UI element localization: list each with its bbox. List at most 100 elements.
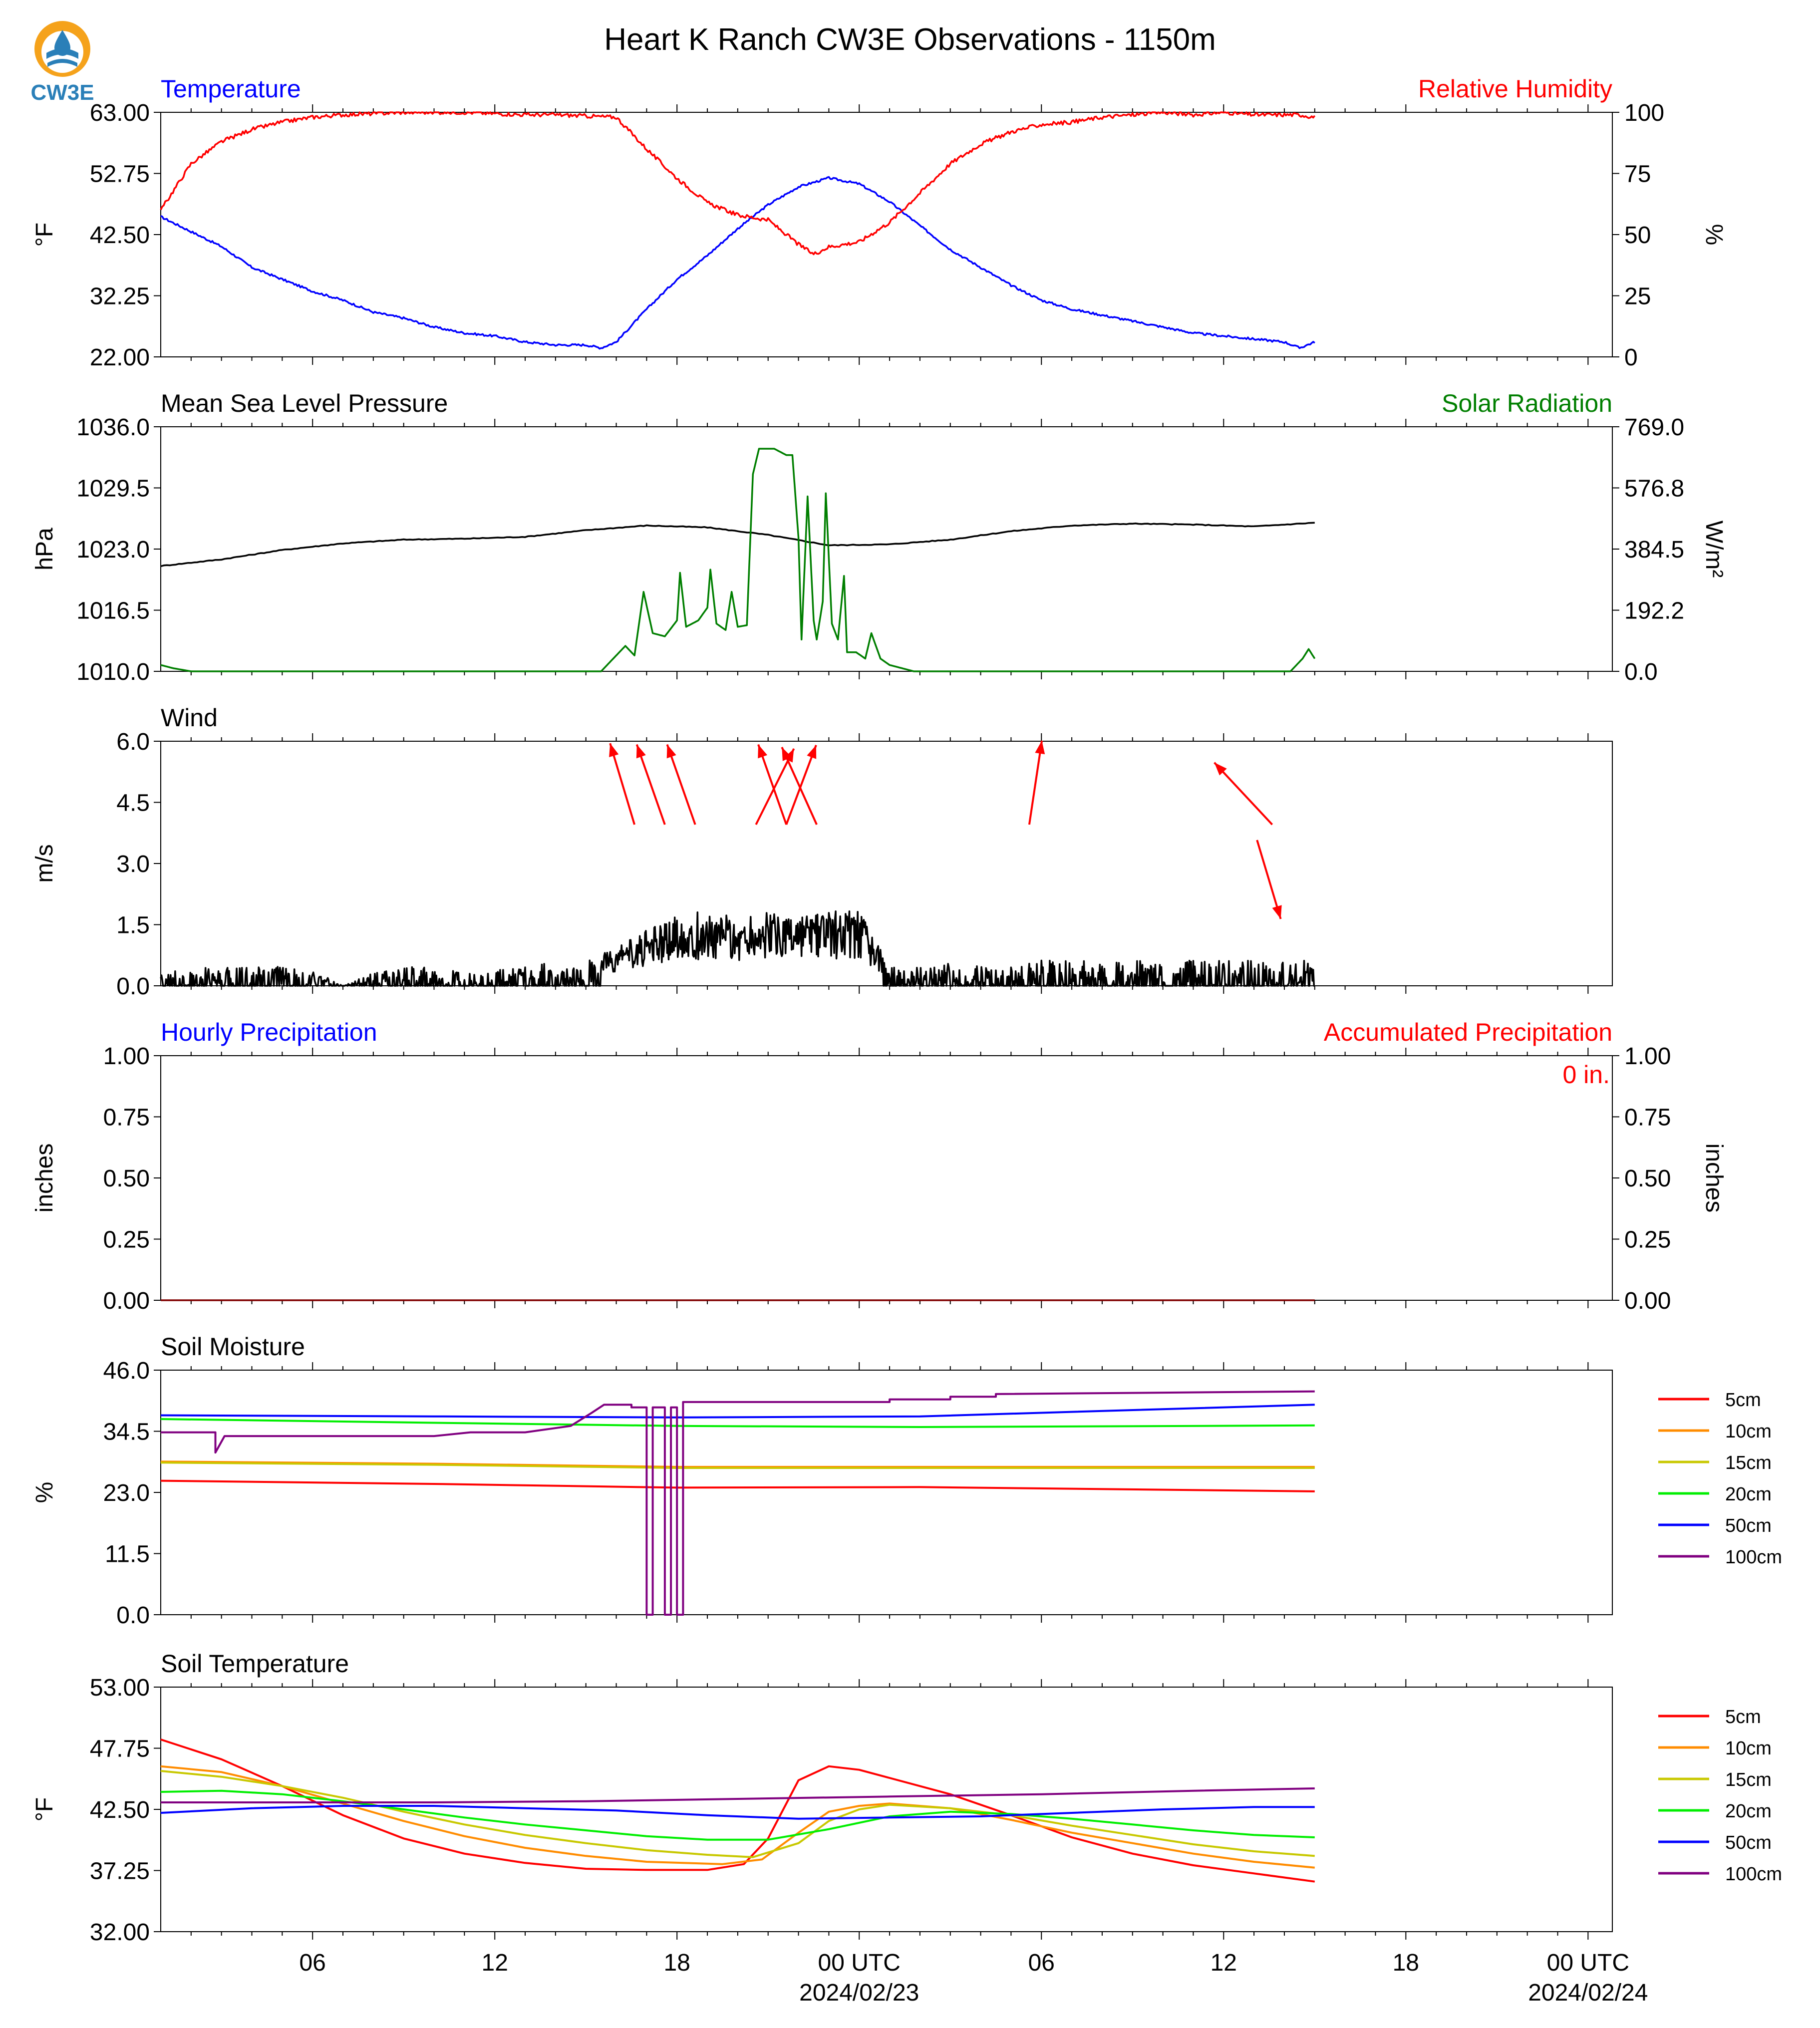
legend-label: 15cm	[1725, 1769, 1772, 1790]
ytick-right-label: 576.8	[1624, 476, 1684, 502]
panel-title-left: Temperature	[161, 75, 301, 103]
ytick-label: 1023.0	[76, 537, 150, 563]
panel-1: Temperature Relative Humidity 63.00 52.75 42…	[31, 75, 1727, 371]
ytick-right-label: 769.0	[1624, 414, 1684, 441]
xtick-label: 12	[1211, 1950, 1237, 1976]
ylabel-left: °F	[31, 1797, 58, 1822]
cw3e-logo: CW3E	[30, 21, 94, 105]
legend: 5cm 10cm 15cm 20cm 50cm 100cm	[1658, 1707, 1782, 1885]
ytick-right-label: 75	[1624, 161, 1651, 188]
ytick-right-label: 50	[1624, 222, 1651, 249]
ytick-label: 63.00	[90, 100, 150, 126]
panel-2: Mean Sea Level Pressure Solar Radiation 10…	[31, 389, 1727, 685]
ylabel-left: inches	[31, 1144, 58, 1213]
ytick-label: 3.0	[116, 851, 150, 877]
ytick-label: 1.00	[103, 1043, 150, 1070]
ylabel-left: °F	[31, 223, 58, 247]
figure-title: Heart K Ranch CW3E Observations - 1150m	[604, 22, 1216, 57]
legend-label: 20cm	[1725, 1801, 1772, 1822]
wind-arrow-head	[609, 743, 619, 757]
panel-title-left: Soil Moisture	[161, 1333, 305, 1361]
ytick-label: 34.5	[103, 1419, 150, 1446]
panel-title-right: Accumulated Precipitation	[1324, 1018, 1612, 1046]
ytick-label: 1.5	[116, 912, 150, 939]
legend-label: 100cm	[1725, 1547, 1782, 1568]
series-line-100cm	[161, 1787, 1315, 1803]
ytick-label: 42.50	[90, 222, 150, 249]
wind-arrow	[785, 745, 817, 825]
ytick-label: 0.50	[103, 1165, 150, 1192]
panel-title-left: Mean Sea Level Pressure	[161, 389, 448, 417]
panel-6: Soil Temperature 53.00 47.75 42.50 37.25 32.0…	[31, 1650, 1782, 1946]
legend-label: 5cm	[1725, 1707, 1761, 1728]
panel-title-right: Relative Humidity	[1418, 75, 1612, 103]
wind-arrow	[1213, 762, 1273, 826]
wind-arrow-head	[807, 745, 817, 759]
xtick-label: 06	[1028, 1950, 1055, 1976]
ylabel-left: m/s	[31, 844, 58, 882]
accumulated-precip-label: 0 in.	[1562, 1061, 1610, 1089]
ytick-right-label: 0.50	[1624, 1165, 1671, 1192]
wind-arrow-head	[1035, 740, 1045, 755]
legend-label: 20cm	[1725, 1484, 1772, 1505]
ytick-right-label: 100	[1624, 100, 1664, 126]
legend-label: 10cm	[1725, 1421, 1772, 1442]
ylabel-right: W/m²	[1701, 521, 1727, 578]
xtick-label: 12	[482, 1950, 508, 1976]
xtick-label: 00 UTC	[1547, 1950, 1629, 1976]
wind-arrow-head	[758, 744, 768, 759]
ytick-right-label: 0	[1624, 344, 1638, 371]
wind-arrow	[635, 744, 666, 825]
ytick-label: 47.75	[90, 1736, 150, 1762]
series-line-10cm	[160, 1765, 1315, 1869]
ylabel-left: hPa	[31, 528, 58, 571]
ylabel-left: %	[31, 1482, 58, 1503]
ytick-label: 1016.5	[76, 598, 150, 624]
series-line-50cm	[160, 1805, 1315, 1820]
ytick-label: 0.00	[103, 1288, 150, 1314]
ytick-label: 46.0	[103, 1358, 150, 1384]
ytick-label: 11.5	[105, 1541, 150, 1568]
ytick-right-label: 0.0	[1624, 659, 1658, 685]
wind-arrow-head	[1214, 762, 1227, 776]
ytick-label: 1029.5	[76, 476, 150, 502]
ytick-label: 0.25	[103, 1227, 150, 1253]
legend-label: 100cm	[1725, 1864, 1782, 1885]
panels: Temperature Relative Humidity 63.00 52.75 42…	[31, 75, 1782, 2006]
ytick-right-label: 192.2	[1624, 598, 1684, 624]
legend: 5cm 10cm 15cm 20cm 50cm 100cm	[1658, 1390, 1782, 1568]
ytick-label: 1036.0	[76, 414, 150, 441]
panel-title-left: Soil Temperature	[161, 1650, 349, 1678]
ylabel-right: %	[1701, 224, 1727, 246]
ytick-label: 32.00	[90, 1919, 150, 1946]
ytick-right-label: 0.00	[1624, 1288, 1671, 1314]
panel-5: Soil Moisture 46.0 34.5 23.0 11.5 0.0% 5cm 10cm…	[31, 1333, 1782, 1629]
panel-title-left: Wind	[161, 704, 218, 732]
wind-arrow	[609, 743, 635, 825]
ytick-label: 37.25	[90, 1858, 150, 1885]
ytick-label: 4.5	[116, 790, 150, 817]
wind-arrow	[666, 744, 696, 825]
ytick-label: 0.0	[116, 973, 150, 1000]
ytick-label: 32.25	[90, 284, 150, 310]
ytick-label: 1010.0	[76, 659, 150, 685]
wind-arrow-head	[1272, 905, 1282, 919]
panel-title-right: Solar Radiation	[1442, 389, 1612, 417]
legend-label: 50cm	[1725, 1832, 1772, 1853]
legend-label: 5cm	[1725, 1390, 1761, 1411]
ytick-label: 6.0	[116, 729, 150, 755]
xtick-label: 18	[1393, 1950, 1419, 1976]
wind-arrow	[757, 744, 788, 825]
series-line-solar-radiation	[160, 448, 1316, 672]
ytick-label: 23.0	[103, 1480, 150, 1506]
wind-arrow	[1256, 840, 1282, 919]
wind-arrow-head	[636, 744, 646, 759]
wind-arrow-head	[666, 744, 676, 759]
panel-3: Wind 6.0 4.5 3.0 1.5 0.0 m/s	[31, 704, 1613, 1000]
xtick-label: 06	[299, 1950, 325, 1976]
series-line-mean-sea-level-pressure	[160, 522, 1315, 568]
ytick-label: 0.75	[103, 1105, 150, 1131]
ytick-label: 53.00	[90, 1675, 150, 1701]
ylabel-right: inches	[1701, 1144, 1727, 1213]
ytick-label: 22.00	[90, 344, 150, 371]
